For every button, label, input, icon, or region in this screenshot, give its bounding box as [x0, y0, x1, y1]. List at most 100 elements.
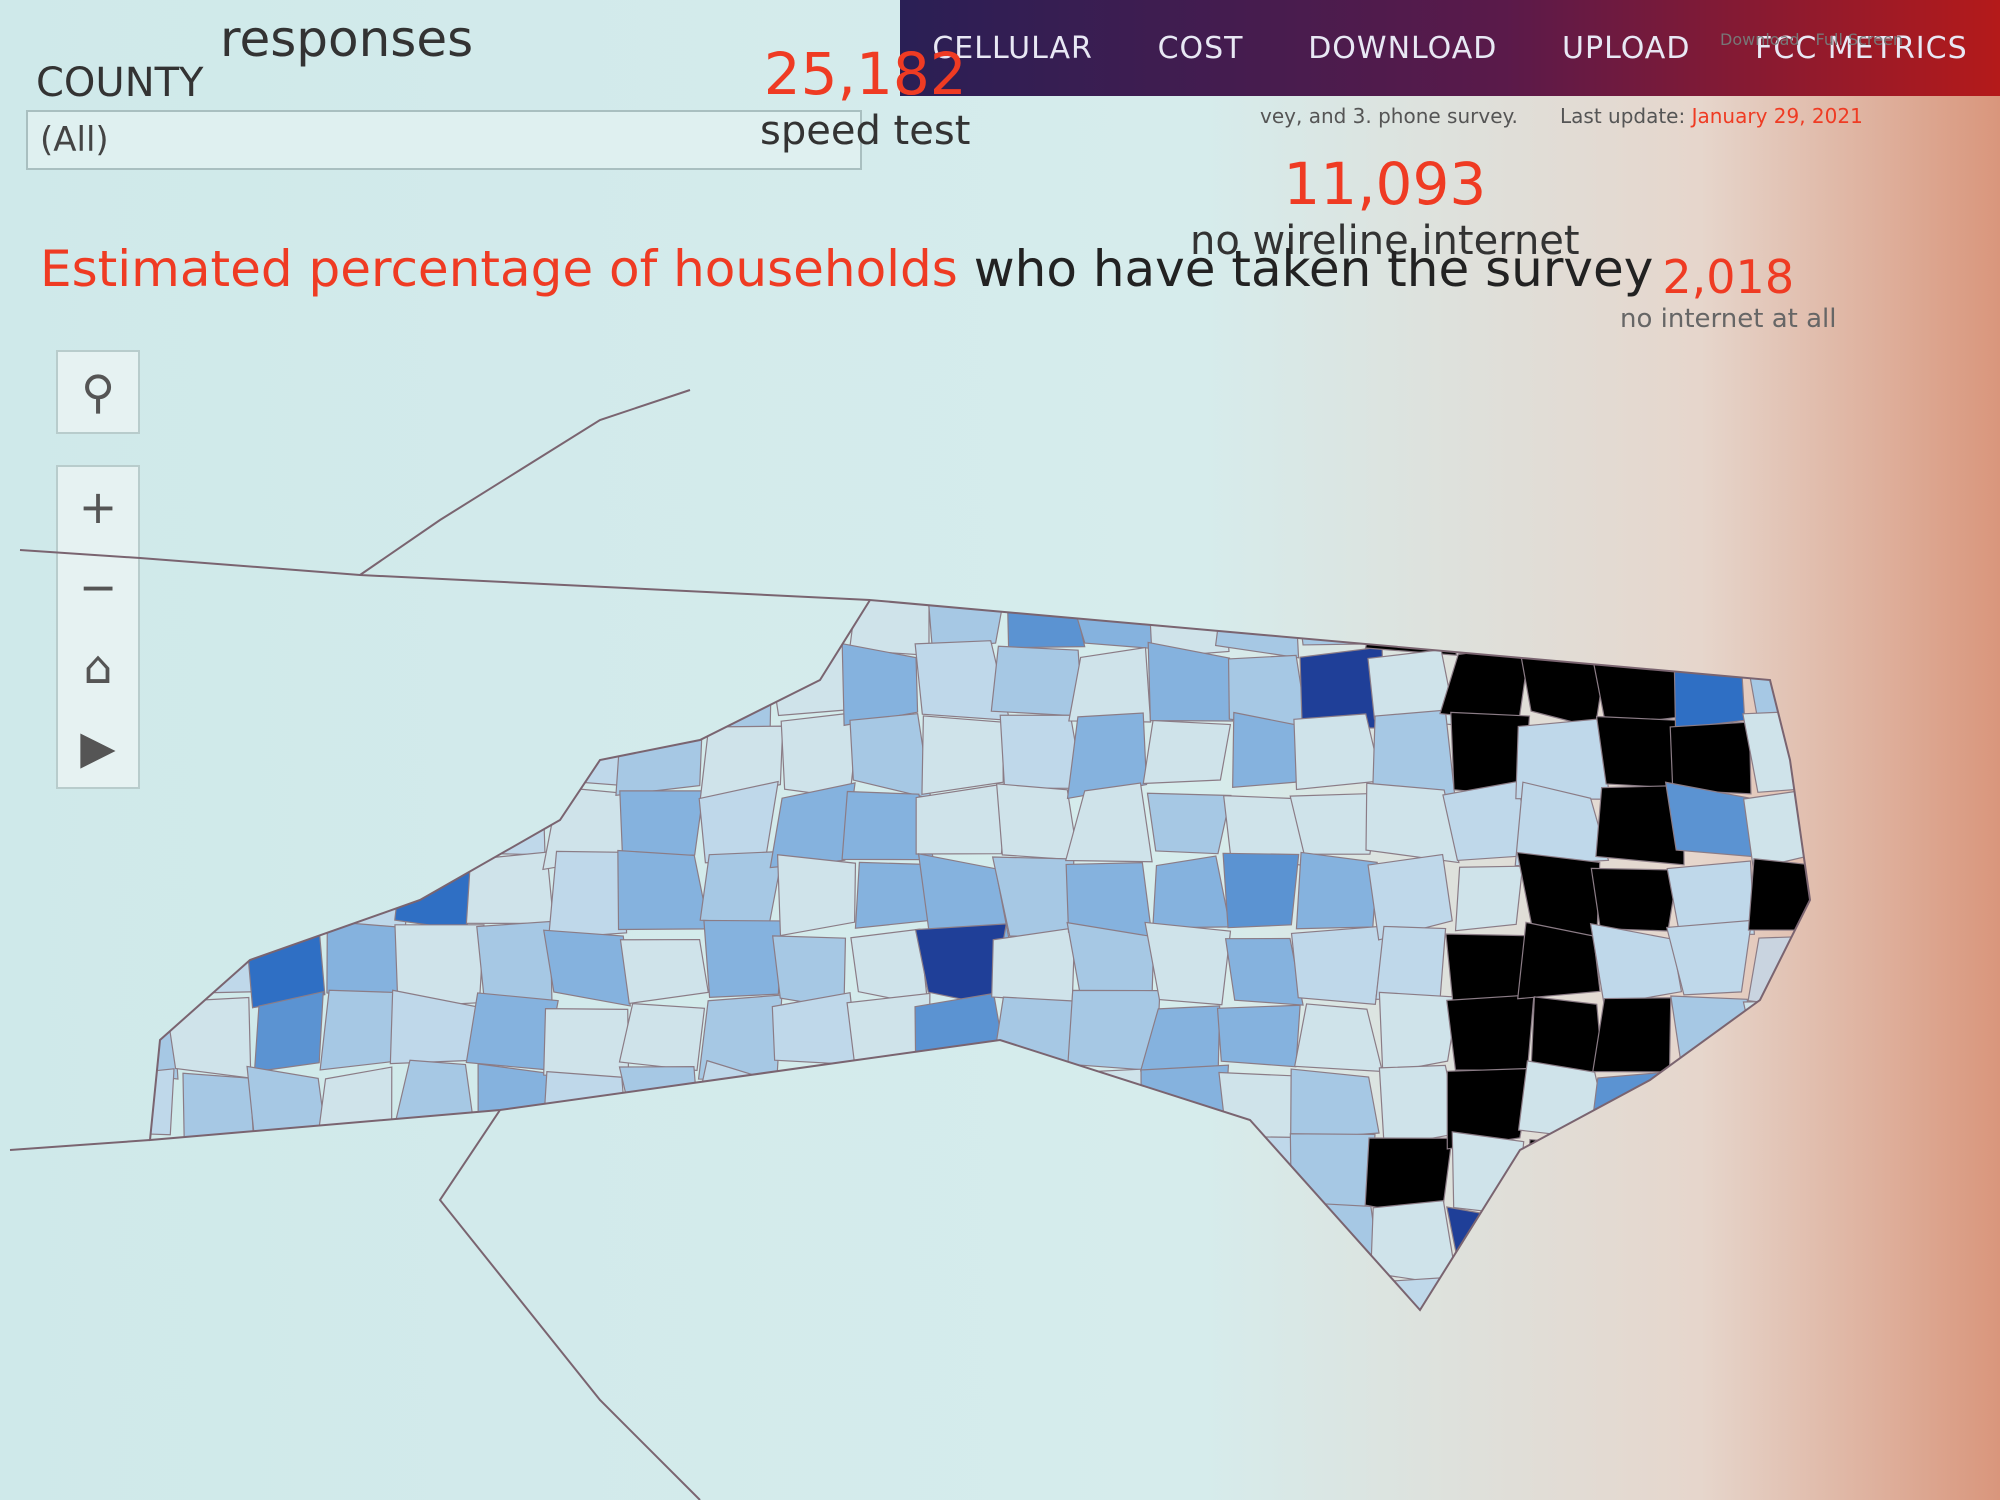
county[interactable]: [616, 639, 707, 726]
fullscreen-button[interactable]: Full Screen: [1815, 30, 1903, 49]
county[interactable]: [1065, 1200, 1157, 1290]
county[interactable]: [850, 928, 929, 1007]
county[interactable]: [921, 715, 1004, 796]
county[interactable]: [776, 854, 857, 937]
county[interactable]: [326, 781, 400, 869]
county[interactable]: [391, 1139, 480, 1215]
county[interactable]: [1442, 1279, 1534, 1350]
county[interactable]: [991, 1134, 1077, 1209]
zoom-out[interactable]: −: [78, 560, 118, 614]
county[interactable]: [1150, 1269, 1230, 1358]
search-button[interactable]: ⚲: [56, 350, 140, 434]
county[interactable]: [1000, 1205, 1086, 1283]
county[interactable]: [1365, 782, 1460, 864]
county[interactable]: [1818, 728, 1897, 788]
county[interactable]: [618, 1134, 704, 1214]
county[interactable]: [543, 1008, 630, 1080]
county[interactable]: [542, 1070, 628, 1137]
nav-tab[interactable]: UPLOAD: [1562, 30, 1691, 66]
county[interactable]: [769, 645, 845, 717]
county[interactable]: [1222, 852, 1300, 929]
county[interactable]: [1820, 853, 1906, 936]
county[interactable]: [1230, 1281, 1308, 1350]
county[interactable]: [1740, 1063, 1828, 1144]
download-button[interactable]: Download: [1720, 30, 1800, 49]
county[interactable]: [1666, 860, 1755, 936]
county[interactable]: [1217, 1204, 1309, 1280]
county[interactable]: [1590, 867, 1679, 932]
county[interactable]: [1152, 855, 1231, 929]
county[interactable]: [246, 1065, 329, 1147]
county[interactable]: [165, 920, 259, 995]
county[interactable]: [1745, 653, 1835, 716]
county[interactable]: [1749, 1282, 1833, 1353]
county[interactable]: [1744, 573, 1835, 654]
county[interactable]: [1142, 719, 1232, 785]
county[interactable]: [1147, 641, 1234, 722]
county[interactable]: [616, 1279, 710, 1359]
county[interactable]: [395, 710, 485, 789]
county[interactable]: [549, 641, 634, 726]
county-dropdown[interactable]: (All): [26, 110, 862, 170]
county[interactable]: [1289, 792, 1380, 855]
county[interactable]: [547, 850, 628, 940]
county[interactable]: [766, 579, 844, 653]
county[interactable]: [1589, 922, 1683, 1007]
county[interactable]: [991, 927, 1076, 1003]
county[interactable]: [1747, 935, 1821, 1009]
county[interactable]: [1442, 780, 1529, 862]
county[interactable]: [1064, 1134, 1160, 1216]
county[interactable]: [1829, 1280, 1896, 1359]
county[interactable]: [618, 1002, 706, 1072]
county[interactable]: [1597, 1205, 1676, 1281]
county[interactable]: [1289, 1133, 1376, 1215]
county[interactable]: [165, 710, 251, 791]
county[interactable]: [1743, 1210, 1834, 1281]
county[interactable]: [395, 639, 477, 720]
county[interactable]: [925, 574, 1010, 650]
county[interactable]: [1665, 919, 1753, 996]
county[interactable]: [405, 1272, 480, 1347]
county[interactable]: [619, 790, 705, 856]
county[interactable]: [1066, 712, 1148, 800]
county[interactable]: [1517, 1205, 1599, 1289]
county[interactable]: [319, 989, 398, 1071]
county[interactable]: [253, 990, 324, 1073]
county[interactable]: [768, 1203, 858, 1282]
zoom-in[interactable]: +: [78, 480, 118, 534]
county[interactable]: [1365, 1276, 1455, 1357]
county[interactable]: [767, 1071, 855, 1148]
county[interactable]: [319, 640, 401, 722]
county[interactable]: [1064, 782, 1153, 863]
county[interactable]: [1817, 643, 1908, 714]
county[interactable]: [164, 642, 258, 722]
county[interactable]: [1144, 921, 1232, 1006]
county[interactable]: [247, 850, 324, 936]
county[interactable]: [242, 652, 322, 729]
county[interactable]: [1290, 1068, 1380, 1141]
county[interactable]: [1146, 792, 1232, 855]
county[interactable]: [469, 1204, 561, 1287]
county[interactable]: [1822, 1067, 1910, 1149]
county[interactable]: [990, 645, 1084, 717]
county[interactable]: [1589, 583, 1681, 659]
county[interactable]: [841, 642, 919, 727]
county[interactable]: [697, 578, 782, 659]
county[interactable]: [769, 782, 856, 869]
county[interactable]: [552, 1143, 632, 1211]
county[interactable]: [1375, 925, 1447, 1000]
county[interactable]: [1595, 784, 1685, 866]
county[interactable]: [1300, 1202, 1382, 1281]
county[interactable]: [617, 849, 710, 931]
home[interactable]: ⌂: [83, 640, 113, 694]
county[interactable]: [1828, 1137, 1899, 1207]
county[interactable]: [1669, 721, 1752, 795]
county[interactable]: [1146, 1129, 1226, 1217]
county[interactable]: [1592, 997, 1672, 1073]
county[interactable]: [694, 1136, 784, 1217]
county[interactable]: [318, 719, 404, 790]
county[interactable]: [689, 1276, 775, 1351]
county[interactable]: [95, 1206, 180, 1290]
county[interactable]: [1676, 1203, 1753, 1289]
county[interactable]: [1214, 578, 1300, 659]
